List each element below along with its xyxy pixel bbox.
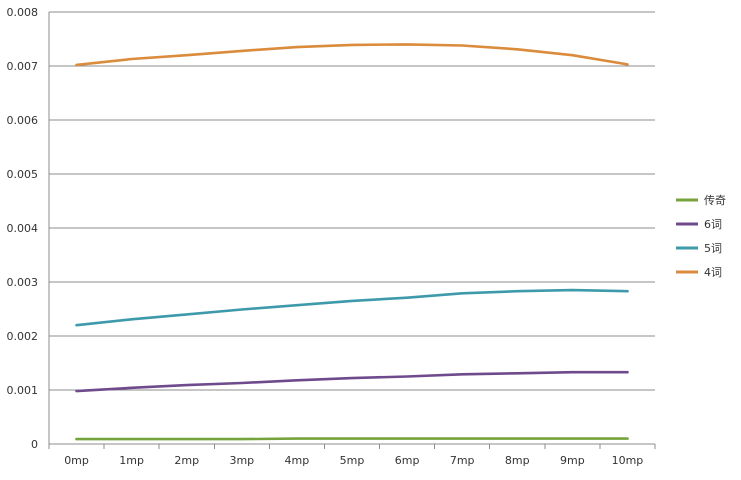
legend-label: 传奇	[704, 194, 726, 207]
y-tick-label: 0.004	[7, 222, 39, 235]
legend-label: 5词	[704, 242, 722, 255]
x-tick-label: 10mp	[612, 454, 644, 467]
series-line	[75, 43, 629, 67]
y-tick-label: 0	[31, 438, 38, 451]
x-tick-label: 3mp	[229, 454, 254, 467]
x-tick-label: 9mp	[560, 454, 585, 467]
legend-label: 4词	[704, 266, 722, 279]
y-tick-label: 0.007	[7, 60, 39, 73]
series-lines	[75, 43, 629, 441]
gridlines	[49, 11, 655, 391]
x-tick-label: 6mp	[395, 454, 420, 467]
legend: 传奇 6词 5词 4词	[676, 194, 726, 279]
x-tick-label: 8mp	[505, 454, 530, 467]
x-tick-label: 7mp	[450, 454, 475, 467]
y-tick-label: 0.008	[7, 6, 39, 19]
x-tick-label: 4mp	[285, 454, 310, 467]
legend-label: 6词	[704, 218, 722, 231]
x-tick-label: 5mp	[340, 454, 365, 467]
x-tick-label: 0mp	[64, 454, 89, 467]
series-line	[75, 437, 629, 441]
y-tick-label: 0.006	[7, 114, 39, 127]
y-tick-label: 0.002	[7, 330, 39, 343]
axes	[48, 12, 656, 449]
y-tick-labels: 0 0.001 0.002 0.003 0.004 0.005 0.006 0.007 0.00…	[7, 6, 39, 451]
y-tick-label: 0.001	[7, 384, 39, 397]
series-line	[75, 370, 629, 393]
x-tick-label: 2mp	[174, 454, 199, 467]
y-tick-label: 0.005	[7, 168, 39, 181]
series-line	[75, 288, 629, 327]
x-tick-label: 1mp	[119, 454, 144, 467]
y-tick-label: 0.003	[7, 276, 39, 289]
x-tick-labels: 0mp 1mp 2mp 3mp 4mp 5mp 6mp 7mp 8mp 9mp 10mp	[64, 454, 643, 467]
